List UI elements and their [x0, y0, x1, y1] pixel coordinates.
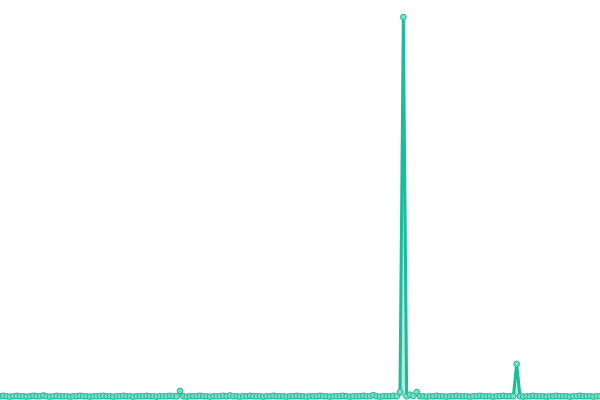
- data-points: [0, 13, 600, 400]
- data-point: [513, 360, 520, 368]
- data-point: [393, 392, 400, 400]
- series-line: [0, 15, 600, 399]
- data-point: [596, 392, 600, 400]
- data-point: [173, 392, 180, 400]
- data-point: [413, 388, 420, 396]
- data-point: [510, 392, 517, 400]
- data-point: [396, 388, 404, 396]
- data-point: [400, 13, 407, 21]
- series-area: [0, 17, 600, 397]
- data-point: [176, 387, 184, 395]
